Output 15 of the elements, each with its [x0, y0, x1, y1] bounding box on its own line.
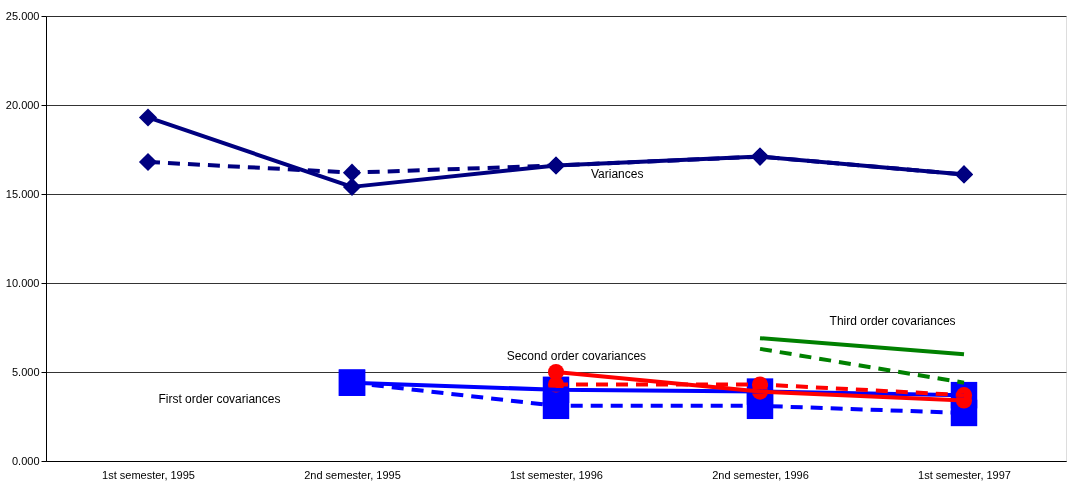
x-tick-label: 1st semester, 1996	[510, 468, 603, 481]
y-tick-label: 0.000	[11, 454, 40, 467]
y-tick-label: 5.000	[11, 365, 40, 378]
x-tick-label: 2nd semester, 1996	[712, 468, 809, 481]
annotation: Variances	[590, 166, 644, 181]
y-tick-label: 15.000	[5, 187, 40, 200]
annotation: First order covariances	[158, 391, 281, 406]
x-tick-label: 1st semester, 1997	[918, 468, 1011, 481]
y-tick-label: 20.000	[5, 98, 40, 111]
annotation: Second order covariances	[506, 349, 647, 364]
x-tick-label: 1st semester, 1995	[102, 468, 195, 481]
y-tick-label: 25.000	[5, 9, 40, 22]
x-tick-label: 2nd semester, 1995	[304, 468, 401, 481]
annotation: Third order covariances	[829, 313, 956, 328]
y-tick-label: 10.000	[5, 276, 40, 289]
